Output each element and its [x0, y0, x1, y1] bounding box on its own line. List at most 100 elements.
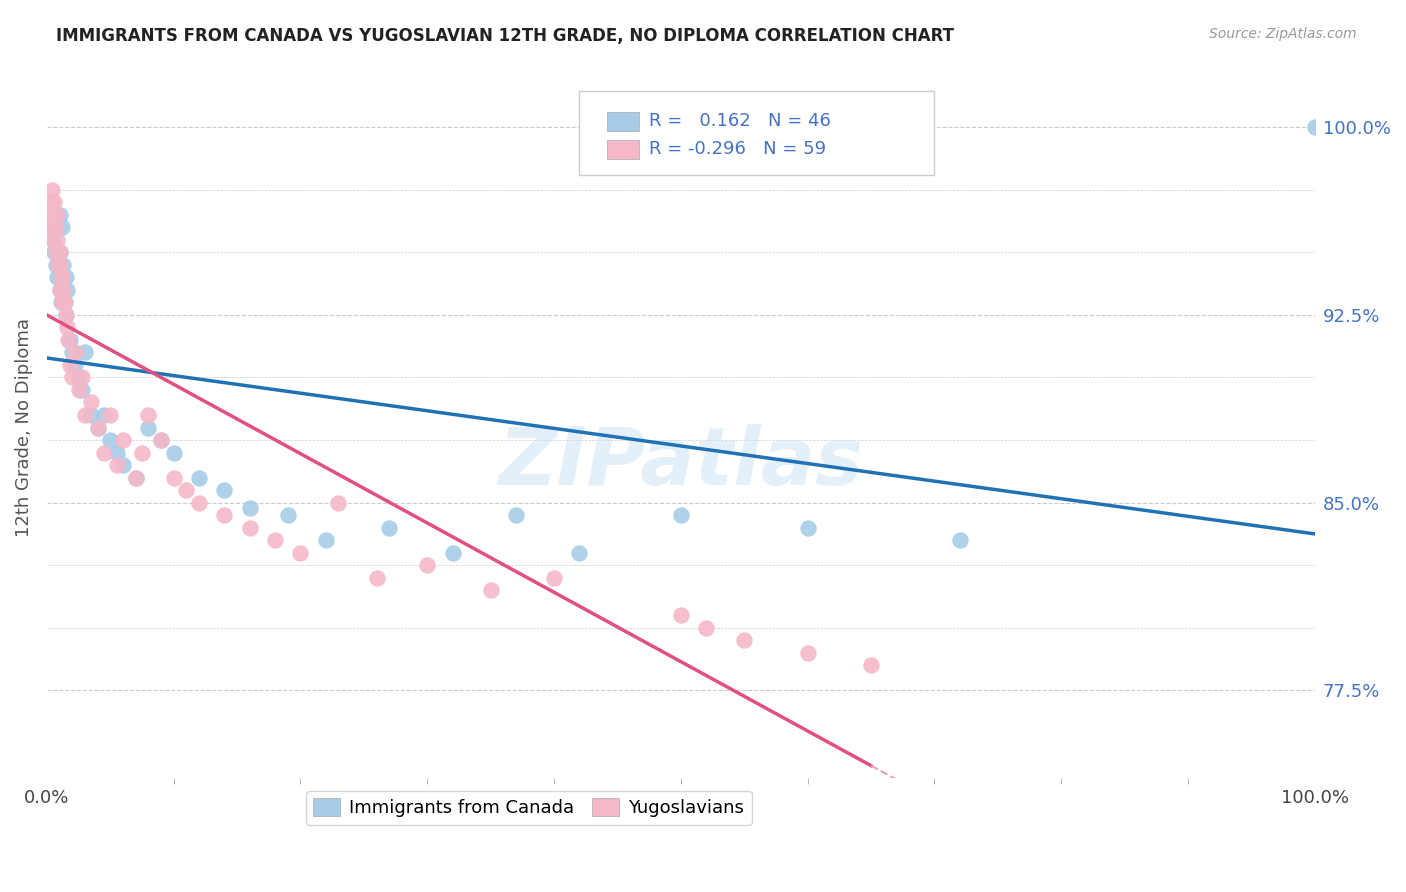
Point: [733, 633, 755, 648]
Point: [41, 183, 63, 197]
Point: [48, 245, 70, 260]
Point: [44, 245, 66, 260]
Point: [949, 533, 972, 547]
Point: [479, 582, 502, 597]
FancyBboxPatch shape: [607, 140, 638, 160]
Point: [264, 533, 287, 547]
Point: [277, 508, 299, 522]
Point: [73, 408, 96, 422]
Point: [46, 258, 69, 272]
Point: [136, 408, 159, 422]
Point: [416, 558, 439, 572]
Point: [163, 470, 186, 484]
Point: [60, 345, 83, 359]
Point: [63, 345, 86, 359]
Text: R = -0.296   N = 59: R = -0.296 N = 59: [650, 140, 827, 158]
Point: [98, 408, 121, 422]
Point: [56, 283, 79, 297]
Point: [67, 370, 90, 384]
Point: [328, 495, 350, 509]
Point: [55, 270, 77, 285]
Point: [48, 258, 70, 272]
Point: [42, 233, 65, 247]
FancyBboxPatch shape: [607, 112, 638, 131]
Point: [49, 283, 72, 297]
Point: [73, 345, 96, 359]
Text: ZIPatlas: ZIPatlas: [498, 424, 863, 501]
Point: [45, 220, 67, 235]
Y-axis label: 12th Grade, No Diploma: 12th Grade, No Diploma: [15, 318, 32, 537]
Point: [111, 458, 134, 472]
Point: [669, 607, 692, 622]
Point: [52, 258, 75, 272]
Point: [86, 420, 108, 434]
Point: [441, 545, 464, 559]
Point: [378, 520, 401, 534]
Point: [124, 470, 146, 484]
Point: [72, 383, 94, 397]
Point: [49, 270, 72, 285]
Point: [98, 433, 121, 447]
Point: [290, 545, 312, 559]
Point: [366, 570, 388, 584]
Point: [55, 308, 77, 322]
Point: [72, 370, 94, 384]
Point: [59, 358, 82, 372]
Point: [46, 258, 69, 272]
Point: [44, 195, 66, 210]
Point: [695, 621, 717, 635]
Text: Source: ZipAtlas.com: Source: ZipAtlas.com: [1209, 27, 1357, 41]
Text: R =   0.162   N = 46: R = 0.162 N = 46: [650, 112, 831, 130]
Point: [51, 270, 73, 285]
Point: [51, 295, 73, 310]
Point: [51, 220, 73, 235]
Point: [46, 208, 69, 222]
Point: [45, 245, 67, 260]
Point: [543, 570, 565, 584]
Point: [56, 320, 79, 334]
Point: [105, 458, 128, 472]
Point: [315, 533, 337, 547]
Point: [48, 283, 70, 297]
Point: [46, 245, 69, 260]
Point: [150, 433, 173, 447]
Point: [52, 283, 75, 297]
Point: [105, 445, 128, 459]
Point: [568, 545, 591, 559]
Point: [669, 508, 692, 522]
Point: [111, 433, 134, 447]
Point: [49, 295, 72, 310]
Point: [48, 245, 70, 260]
Point: [131, 445, 153, 459]
Point: [51, 270, 73, 285]
Point: [58, 333, 80, 347]
Point: [859, 658, 882, 673]
Point: [42, 233, 65, 247]
Point: [46, 220, 69, 235]
Point: [136, 420, 159, 434]
Point: [46, 233, 69, 247]
Point: [188, 495, 211, 509]
Point: [63, 358, 86, 372]
Point: [150, 433, 173, 447]
Point: [188, 470, 211, 484]
Point: [239, 520, 262, 534]
Point: [48, 208, 70, 222]
Point: [214, 508, 236, 522]
Point: [796, 646, 818, 660]
Point: [39, 220, 62, 235]
FancyBboxPatch shape: [579, 92, 935, 176]
Point: [124, 470, 146, 484]
Point: [1303, 120, 1326, 135]
Point: [60, 370, 83, 384]
Point: [505, 508, 527, 522]
Point: [163, 445, 186, 459]
Point: [53, 295, 76, 310]
Point: [48, 283, 70, 297]
Point: [176, 483, 198, 497]
Point: [42, 220, 65, 235]
Point: [796, 520, 818, 534]
Point: [80, 408, 103, 422]
Point: [59, 333, 82, 347]
Point: [93, 445, 115, 459]
